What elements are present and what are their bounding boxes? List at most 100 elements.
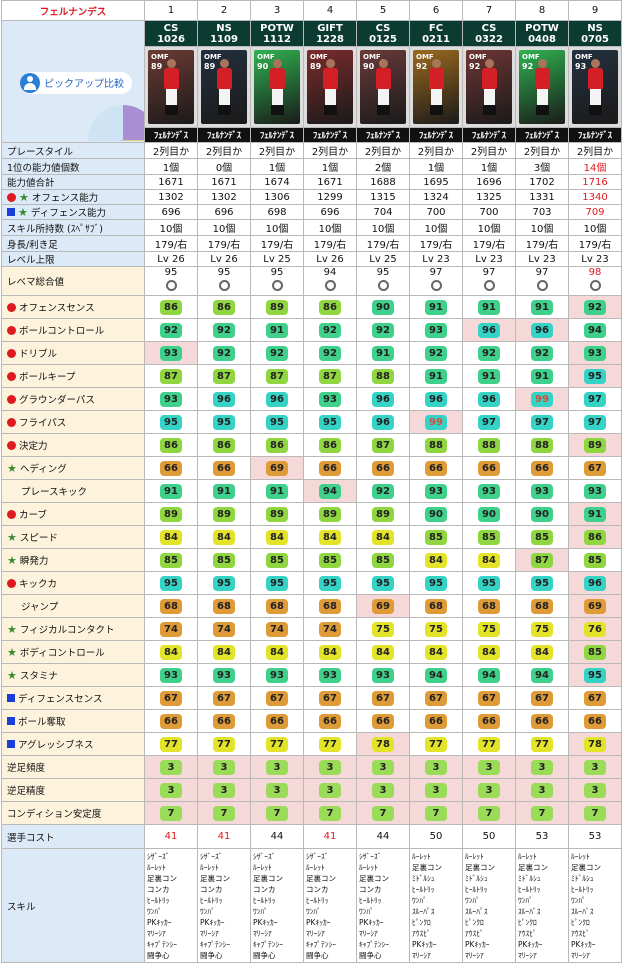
skill-item: ﾐﾄﾞﾙｼｭ	[465, 873, 488, 883]
ability-badge: 66	[160, 460, 182, 476]
player-card[interactable]: OMF 90	[356, 46, 410, 128]
condition-value-cell: 7	[250, 801, 304, 825]
row-label: ★ オフェンス能力	[1, 189, 145, 205]
offense-dot-icon	[7, 395, 16, 404]
skill-list: ﾙｰﾚｯﾄ 足裏コン ﾐﾄﾞﾙｼｭ ﾋｰﾙﾄﾘｯ ﾜﾝﾊﾟ ｽﾙｰﾊﾟｽ ﾋﾟﾝｸﾛ ｱｳｽﾋ…	[462, 848, 516, 963]
ability-badge: 92	[213, 345, 235, 361]
ability-value-cell: 93	[568, 341, 622, 365]
row-label-text: 身長/利き足	[7, 239, 58, 251]
ability-value-cell: 84	[462, 548, 516, 572]
ability-badge: 67	[584, 690, 606, 706]
skill-item: ﾜﾝﾊﾟ	[412, 895, 427, 905]
player-card[interactable]: OMF 93	[568, 46, 622, 128]
ability-badge: 86	[319, 299, 341, 315]
skill-list: ﾙｰﾚｯﾄ 足裏コン ﾐﾄﾞﾙｼｭ ﾋｰﾙﾄﾘｯ ﾜﾝﾊﾟ ｽﾙｰﾊﾟｽ ﾋﾟﾝｸﾛ ｱｳｽﾋ…	[568, 848, 622, 963]
info-value: 1個	[409, 158, 463, 175]
player-card[interactable]: OMF 89	[144, 46, 198, 128]
offense-dot-icon	[7, 441, 16, 450]
ability-badge: 89	[372, 506, 394, 522]
ability-badge: 86	[160, 299, 182, 315]
player-head	[273, 59, 282, 68]
ability-value-cell: 67	[515, 686, 569, 710]
player-card[interactable]: OMF 92	[462, 46, 516, 128]
card-code: 0125	[369, 33, 397, 45]
info-value: Lv 25	[250, 251, 304, 267]
info-value: 1702	[515, 174, 569, 190]
ability-value-cell: 95	[144, 571, 198, 595]
skill-list: ｼｻﾞｰｽﾞ ﾙｰﾚｯﾄ 足裏コン コンカ ﾋｰﾙﾄﾘｯ ﾜﾝﾊﾟ PKｷｯｶｰ ﾏﾘｰｼｱｷ…	[197, 848, 251, 963]
info-value: 179/右	[568, 235, 622, 252]
ability-value-cell: 66	[515, 709, 569, 733]
ability-value-cell: 67	[409, 686, 463, 710]
ability-badge: 90	[478, 506, 500, 522]
ability-value-cell: 99	[409, 410, 463, 434]
total-value: 95	[376, 267, 390, 279]
player-card[interactable]: OMF 89	[303, 46, 357, 128]
ability-badge: 85	[425, 529, 447, 545]
card-version: POTW 0408	[515, 20, 569, 47]
ability-value-cell: 91	[409, 364, 463, 388]
info-value: Lv 25	[356, 251, 410, 267]
skill-item: ﾙｰﾚｯﾄ	[359, 862, 378, 872]
ability-value-cell: 75	[462, 617, 516, 641]
ability-badge: 87	[266, 368, 288, 384]
skill-item: 足裏コン	[571, 862, 601, 872]
ability-row: ドリブル 93 92 92 92 91 92 92 92 93	[1, 341, 622, 365]
ability-value-cell: 68	[409, 594, 463, 618]
ability-badge: 95	[213, 575, 235, 591]
condition-value-cell: 3	[144, 755, 198, 779]
card-overall: 93	[575, 62, 587, 71]
player-card[interactable]: OMF 90	[250, 46, 304, 128]
row-label: ★ ヘディング	[1, 456, 145, 480]
card-overall: 92	[469, 62, 481, 71]
info-value: 179/右	[303, 235, 357, 252]
ability-value-cell: 67	[462, 686, 516, 710]
condition-badge: 3	[531, 782, 553, 798]
ability-badge: 87	[531, 552, 553, 568]
player-jersey	[164, 68, 179, 90]
ability-badge: 93	[425, 322, 447, 338]
ability-value-cell: 68	[250, 594, 304, 618]
skill-list: ｼｻﾞｰｽﾞ ﾙｰﾚｯﾄ 足裏コン コンカ ﾋｰﾙﾄﾘｯ ﾜﾝﾊﾟ PKｷｯｶｰ ﾏﾘｰｼｱｷ…	[250, 848, 304, 963]
player-card[interactable]: OMF 92	[409, 46, 463, 128]
skill-item: ﾜﾝﾊﾟ	[359, 906, 374, 916]
player-card[interactable]: OMF 92	[515, 46, 569, 128]
total-value: 95	[270, 267, 284, 279]
info-value: 696	[144, 204, 198, 220]
skill-item: ﾏﾘｰｼｱ	[571, 950, 590, 960]
row-label: レベマ総合値	[1, 266, 145, 296]
defense-square-icon	[7, 717, 15, 725]
card-player-name: ﾌｪﾙﾅﾝﾃﾞｽ	[462, 127, 516, 143]
condition-badge: 3	[266, 782, 288, 798]
condition-badge: 7	[160, 805, 182, 821]
ability-value-cell: 97	[462, 410, 516, 434]
info-value: 2列目か	[515, 142, 569, 159]
player-card[interactable]: OMF 89	[197, 46, 251, 128]
row-label: ボール奪取	[1, 709, 145, 733]
ability-value-cell: 67	[144, 686, 198, 710]
info-row: 身長/利き足 179/右 179/右 179/右 179/右 179/右 179/右 179/…	[1, 235, 622, 252]
player-head	[326, 59, 335, 68]
skill-item: ｼｻﾞｰｽﾞ	[306, 851, 329, 861]
ability-badge: 67	[213, 690, 235, 706]
ability-value-cell: 87	[515, 548, 569, 572]
cost-value: 53	[515, 824, 569, 849]
row-label-text: プレースキック	[21, 487, 88, 498]
ability-badge: 67	[372, 690, 394, 706]
ability-badge: 95	[319, 414, 341, 430]
skill-item: ｼｻﾞｰｽﾞ	[147, 851, 170, 861]
info-value: 10個	[515, 219, 569, 236]
info-value: 1325	[462, 189, 516, 205]
card-overall: 89	[151, 62, 163, 71]
info-value: 703	[515, 204, 569, 220]
ability-badge: 95	[584, 368, 606, 384]
skill-item: ﾋｰﾙﾄﾘｯ	[200, 895, 223, 905]
pickup-compare-button[interactable]: ピックアップ比較	[20, 71, 132, 94]
person-icon-head	[27, 75, 33, 82]
skill-item: コンカ	[359, 884, 382, 894]
offense-dot-icon	[7, 579, 16, 588]
skill-item: ﾜﾝﾊﾟ	[200, 906, 215, 916]
skill-item: 闘争心	[359, 950, 382, 960]
ability-value-cell: 66	[462, 456, 516, 480]
